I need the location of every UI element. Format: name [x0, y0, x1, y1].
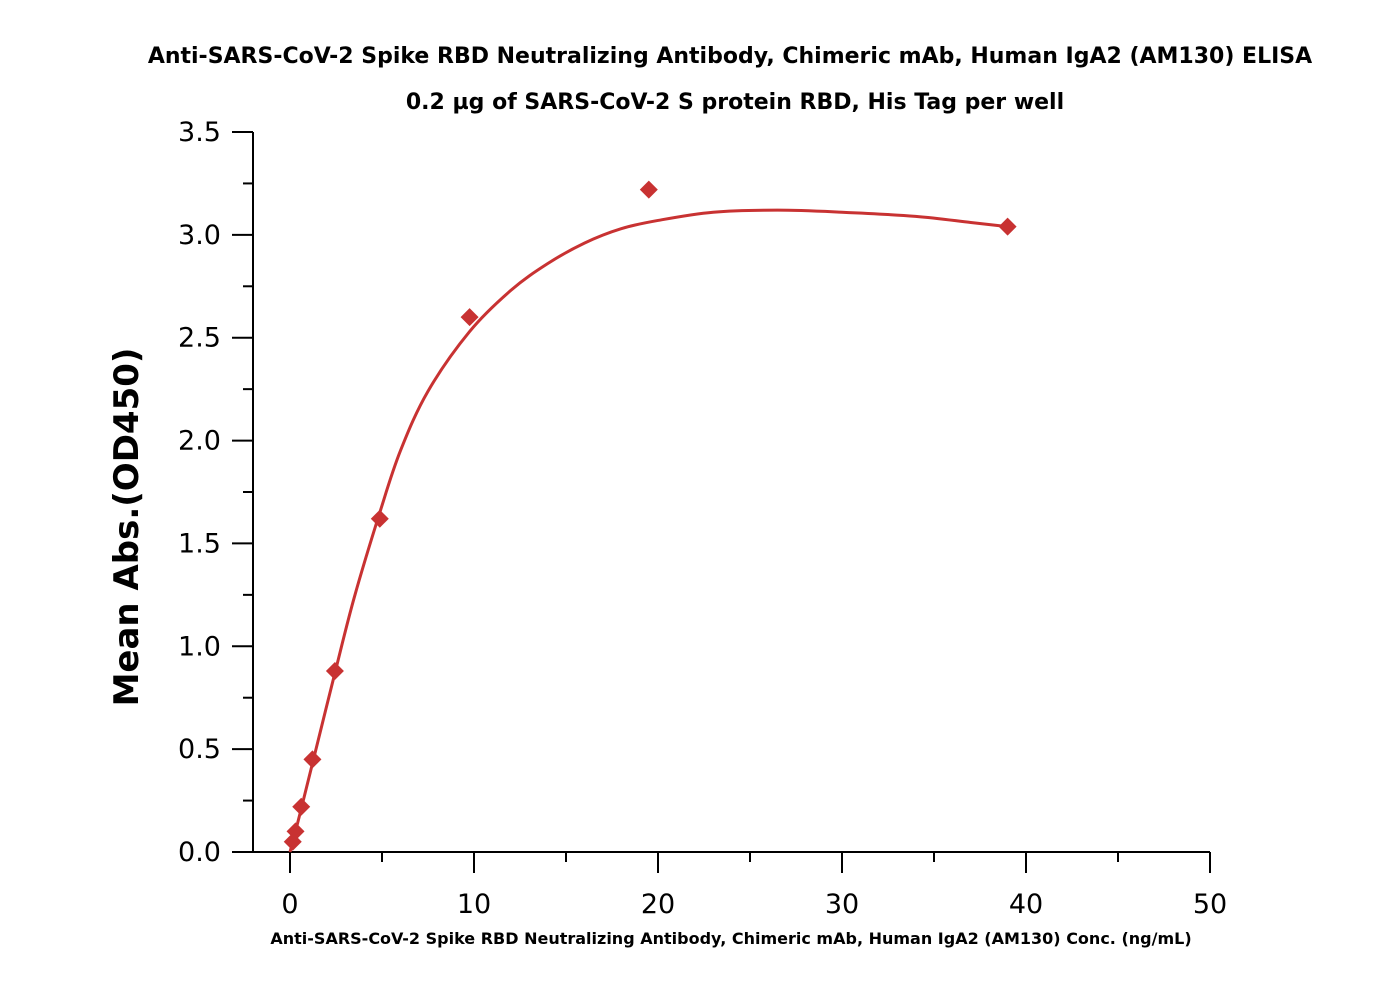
y-tick-label: 3.5: [178, 117, 221, 148]
data-point: [303, 750, 322, 769]
x-tick-label: 0: [281, 889, 298, 920]
axes: [232, 131, 1211, 873]
data-point: [998, 217, 1017, 236]
fit-curve-layer: [288, 208, 1008, 853]
data-point: [325, 661, 344, 680]
x-tick-label: 10: [457, 889, 491, 920]
data-point: [639, 180, 658, 199]
tick-labels: 0.0 0.5 1.0 1.5 2.0 2.5 3.0 3.5 0 10 20 30 40 50: [178, 117, 1227, 920]
y-tick-label: 0.0: [178, 837, 221, 868]
y-tick-label: 1.0: [178, 631, 221, 662]
x-tick-label: 30: [825, 889, 859, 920]
x-tick-label: 20: [641, 889, 675, 920]
chart-title: Anti-SARS-CoV-2 Spike RBD Neutralizing A…: [148, 44, 1312, 69]
chart-subtitle: 0.2 µg of SARS-CoV-2 S protein RBD, His …: [406, 90, 1064, 115]
y-tick-label: 0.5: [178, 734, 221, 765]
data-point: [286, 822, 305, 841]
data-points: [283, 180, 1017, 851]
data-point: [292, 797, 311, 816]
y-tick-label: 2.0: [178, 426, 221, 457]
data-point: [370, 509, 389, 528]
data-point: [460, 308, 479, 327]
y-tick-label: 2.5: [178, 323, 221, 354]
x-tick-label: 50: [1193, 889, 1227, 920]
y-axis-label: Mean Abs.(OD450): [107, 348, 147, 707]
fit-curve: [288, 208, 1008, 853]
y-tick-label: 1.5: [178, 528, 221, 559]
x-axis-label: Anti-SARS-CoV-2 Spike RBD Neutralizing A…: [270, 929, 1191, 948]
x-tick-label: 40: [1009, 889, 1043, 920]
y-tick-label: 3.0: [178, 220, 221, 251]
